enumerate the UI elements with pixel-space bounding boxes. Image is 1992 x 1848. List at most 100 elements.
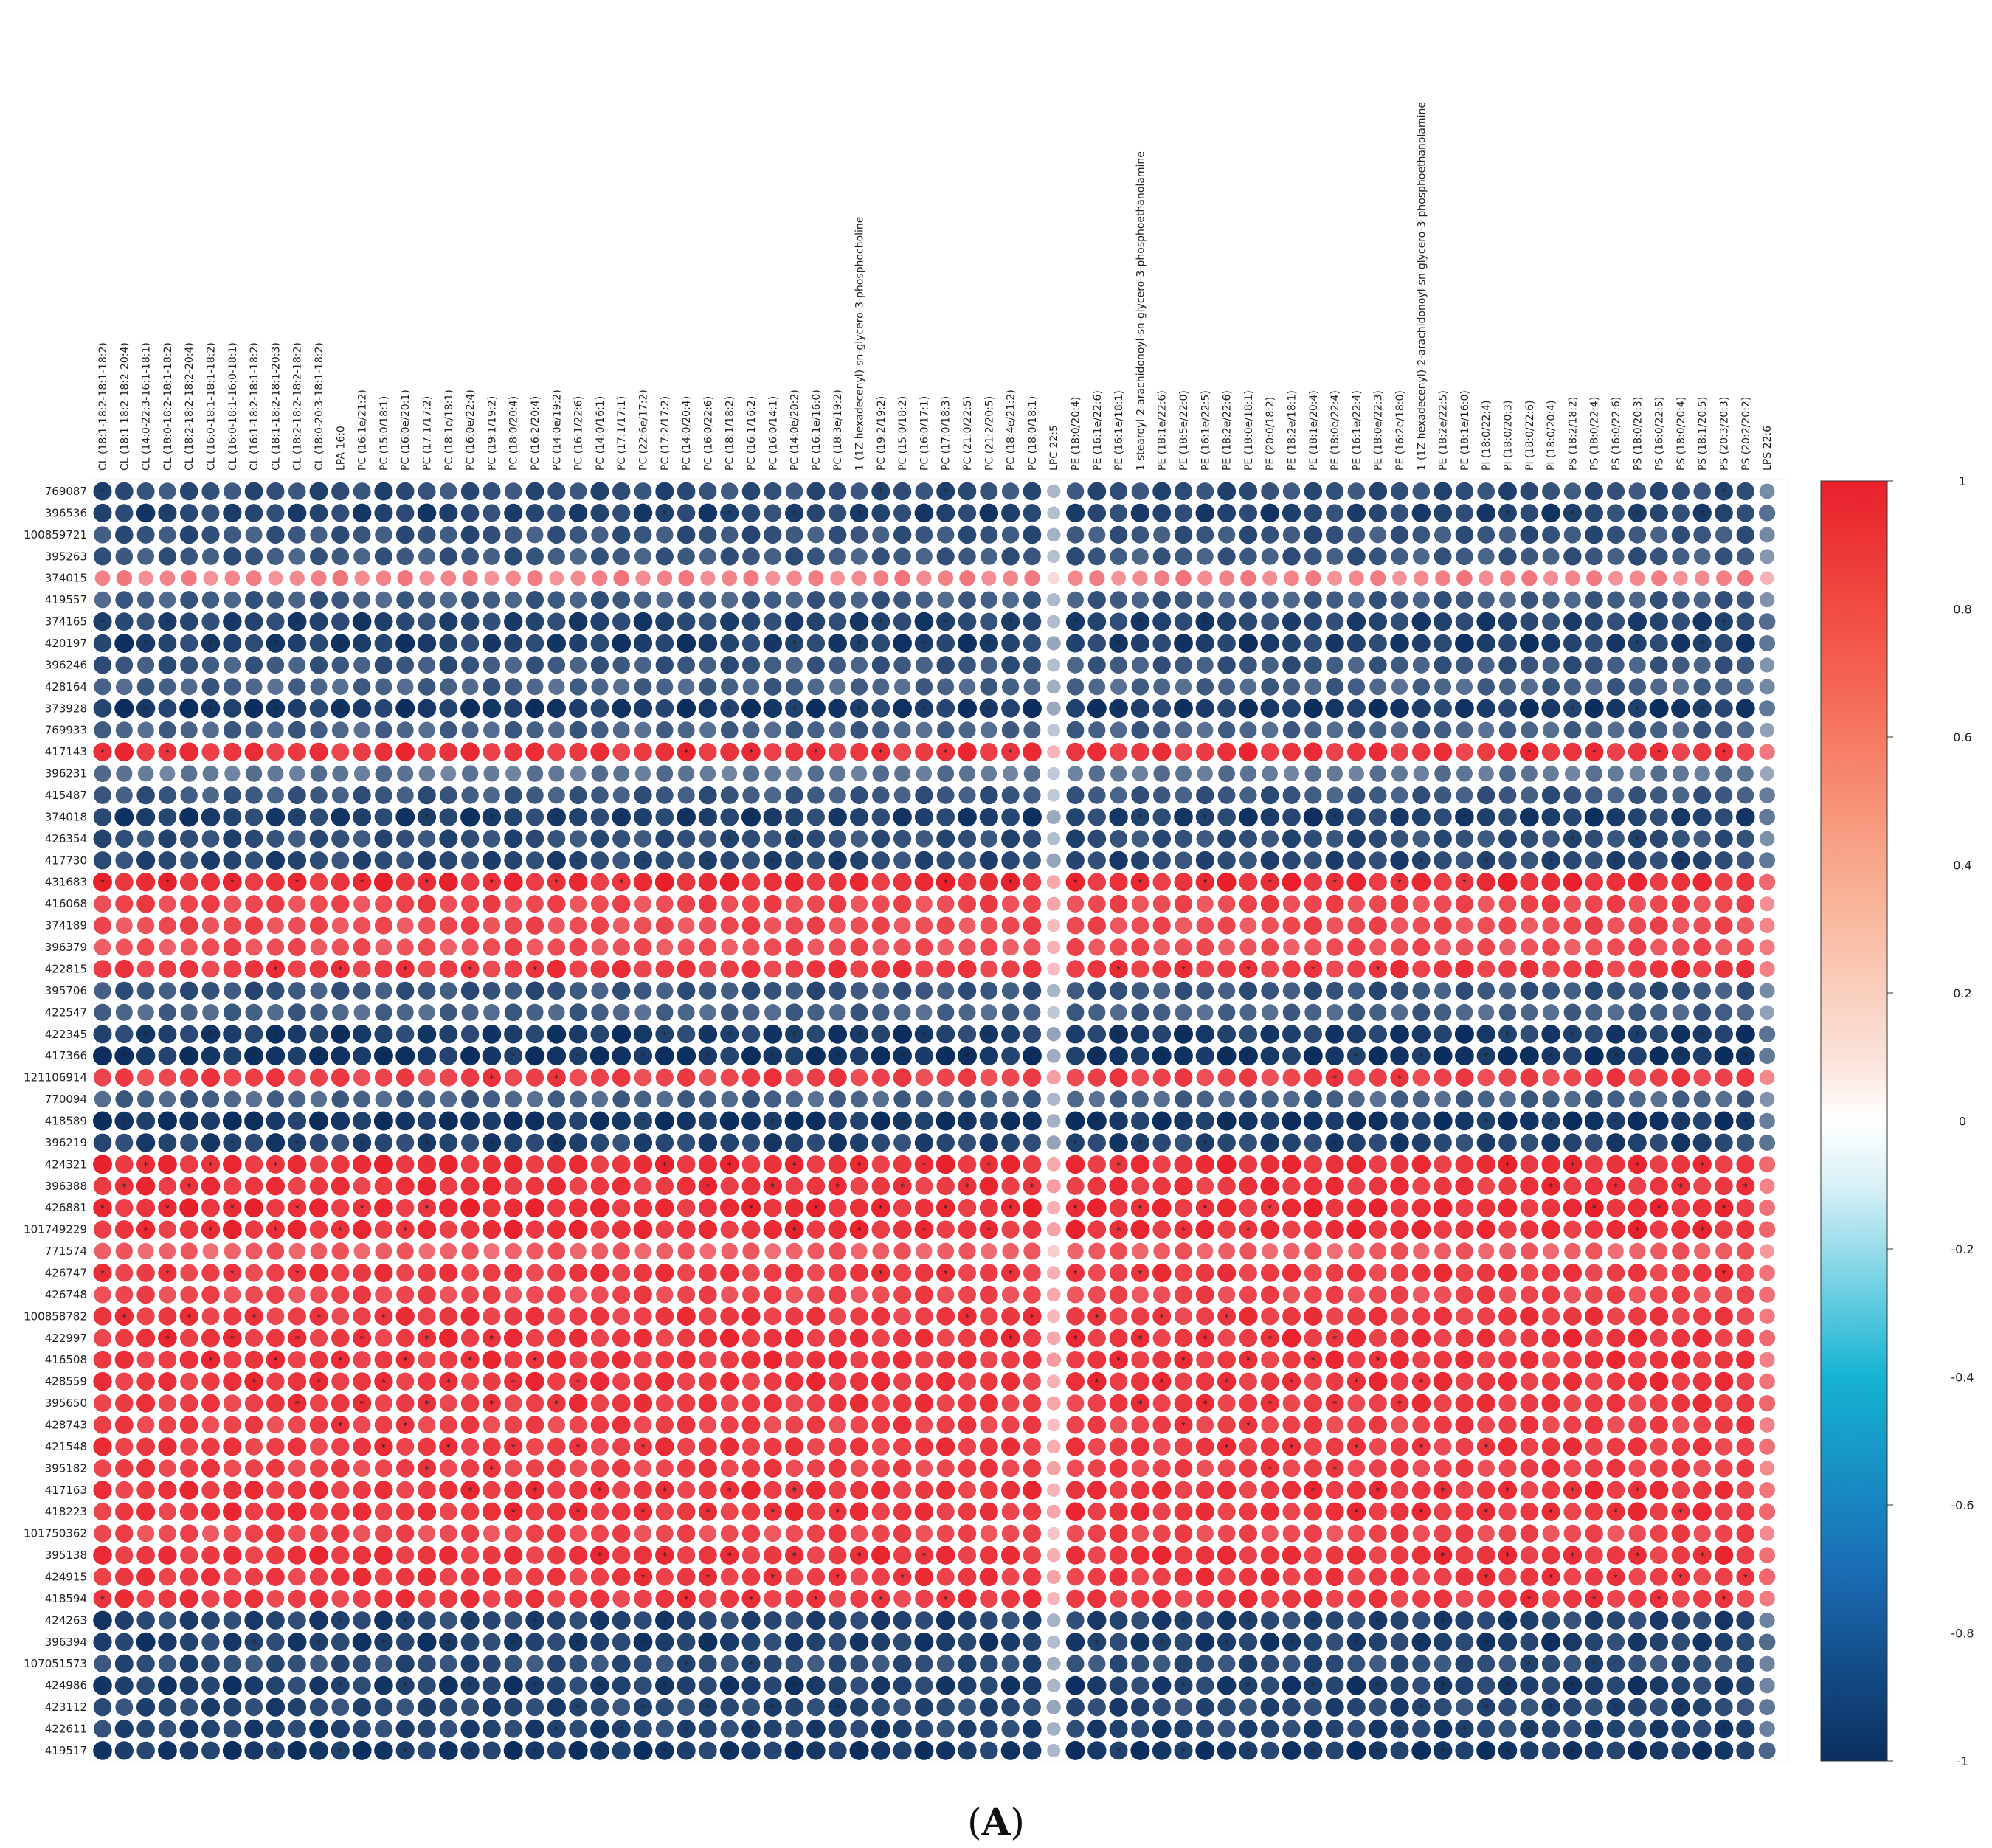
cell-422345-70 bbox=[1606, 1024, 1625, 1044]
significance-marker: * bbox=[857, 1225, 862, 1236]
cell-415487-11 bbox=[331, 786, 349, 804]
cell-101750362-39 bbox=[936, 1524, 955, 1543]
cell-771574-53 bbox=[1239, 1242, 1257, 1260]
cell-423112-65 bbox=[1498, 1698, 1517, 1717]
cell-417163-9 bbox=[288, 1481, 307, 1500]
cell-101749229-57 bbox=[1325, 1219, 1344, 1239]
cell-423112-53 bbox=[1239, 1698, 1257, 1717]
cell-373928-39 bbox=[936, 699, 955, 718]
cell-422815-26 bbox=[655, 960, 674, 978]
cell-422997-19 bbox=[503, 1329, 523, 1348]
cell-107051573-19 bbox=[504, 1655, 522, 1673]
cell-769087-54 bbox=[1261, 482, 1279, 500]
cell-396219-19 bbox=[504, 1133, 523, 1152]
cell-395138-30 bbox=[741, 1546, 761, 1565]
cell-420197-74 bbox=[1692, 634, 1712, 653]
cell-428164-49 bbox=[1153, 678, 1171, 696]
cell-395706-35 bbox=[850, 982, 868, 1000]
significance-marker: * bbox=[1376, 1355, 1380, 1366]
cell-422611-45 bbox=[1066, 1720, 1085, 1738]
cell-769933-71 bbox=[1628, 721, 1647, 739]
cell-101750362-61 bbox=[1412, 1524, 1431, 1543]
cell-395650-57 bbox=[1325, 1394, 1344, 1413]
cell-426881-74 bbox=[1692, 1198, 1712, 1217]
cell-395263-50 bbox=[1175, 547, 1192, 566]
cell-418223-56 bbox=[1304, 1502, 1323, 1521]
cell-416068-19 bbox=[505, 895, 522, 913]
cell-431683-40 bbox=[958, 873, 977, 892]
cell-424263-39 bbox=[936, 1610, 955, 1630]
cell-374165-30 bbox=[741, 612, 761, 631]
cell-770094-72 bbox=[1650, 1090, 1667, 1108]
cell-769087-29 bbox=[721, 482, 739, 500]
cell-426748-9 bbox=[288, 1286, 306, 1304]
cell-424321-11 bbox=[331, 1155, 350, 1174]
cell-121106914-8 bbox=[266, 1068, 285, 1087]
cell-423112-68 bbox=[1563, 1698, 1582, 1717]
cell-374165-8 bbox=[266, 612, 285, 631]
cell-420197-45 bbox=[1066, 634, 1085, 653]
cell-424321-74 bbox=[1692, 1155, 1712, 1174]
cell-395650-29 bbox=[720, 1394, 739, 1412]
cell-396246-3 bbox=[158, 656, 177, 674]
cell-396536-51 bbox=[1195, 503, 1215, 523]
cell-396536-36 bbox=[871, 504, 890, 522]
cell-424321-10 bbox=[309, 1155, 328, 1174]
cell-396219-21 bbox=[547, 1133, 567, 1152]
cell-422997-5 bbox=[201, 1329, 220, 1348]
cell-421548-77 bbox=[1759, 1439, 1776, 1455]
cell-373928-42 bbox=[1001, 699, 1020, 718]
cell-395138-36 bbox=[871, 1546, 890, 1565]
cell-396379-69 bbox=[1585, 938, 1603, 956]
cell-418223-0 bbox=[93, 1503, 112, 1521]
cell-415487-1 bbox=[115, 786, 133, 804]
cell-426354-63 bbox=[1455, 829, 1473, 848]
significance-marker: * bbox=[338, 1681, 342, 1692]
cell-418594-9 bbox=[288, 1589, 306, 1608]
cell-373928-19 bbox=[504, 699, 523, 718]
cell-417730-71 bbox=[1628, 851, 1647, 870]
cell-428559-69 bbox=[1585, 1372, 1603, 1391]
cell-419557-24 bbox=[612, 591, 631, 609]
significance-marker: * bbox=[1635, 1030, 1639, 1040]
cell-423112-60 bbox=[1390, 1698, 1409, 1717]
cell-416068-46 bbox=[1087, 895, 1106, 913]
cell-101749229-8 bbox=[266, 1220, 285, 1239]
cell-373928-72 bbox=[1649, 699, 1669, 719]
cell-769933-54 bbox=[1262, 721, 1279, 738]
cell-417163-1 bbox=[115, 1481, 134, 1499]
cell-428559-34 bbox=[829, 1372, 847, 1391]
significance-marker: * bbox=[1743, 1051, 1748, 1062]
cell-418594-0 bbox=[93, 1589, 112, 1608]
cell-395650-66 bbox=[1520, 1394, 1539, 1413]
cell-417143-49 bbox=[1152, 742, 1172, 761]
significance-marker: * bbox=[403, 704, 407, 714]
cell-101749229-76 bbox=[1736, 1220, 1755, 1239]
cell-395650-43 bbox=[1023, 1394, 1042, 1413]
cell-418589-22 bbox=[569, 1112, 587, 1130]
cell-428164-15 bbox=[418, 678, 436, 696]
cell-101750362-29 bbox=[720, 1524, 739, 1543]
cell-428164-70 bbox=[1607, 677, 1625, 696]
cell-101749229-33 bbox=[806, 1220, 826, 1239]
cell-421548-10 bbox=[310, 1438, 328, 1456]
cell-395706-73 bbox=[1671, 981, 1690, 1000]
cell-771574-16 bbox=[440, 1242, 457, 1260]
significance-marker: * bbox=[1225, 1638, 1229, 1648]
cell-374018-31 bbox=[763, 807, 783, 827]
significance-marker: * bbox=[1397, 813, 1402, 823]
cell-420197-9 bbox=[288, 634, 307, 653]
cell-422345-37 bbox=[893, 1024, 913, 1044]
cell-426748-26 bbox=[656, 1286, 674, 1304]
cell-417730-34 bbox=[828, 851, 847, 871]
significance-marker: * bbox=[1268, 1399, 1272, 1409]
cell-417163-32 bbox=[785, 1481, 804, 1500]
cell-424986-34 bbox=[828, 1676, 847, 1695]
significance-marker: * bbox=[403, 1421, 407, 1431]
cell-107051573-62 bbox=[1434, 1655, 1452, 1672]
cell-101749229-52 bbox=[1217, 1220, 1236, 1239]
cell-424263-7 bbox=[244, 1610, 263, 1630]
cell-422547-17 bbox=[461, 1003, 479, 1021]
cell-422815-76 bbox=[1736, 959, 1755, 979]
cell-424321-32 bbox=[784, 1155, 804, 1174]
